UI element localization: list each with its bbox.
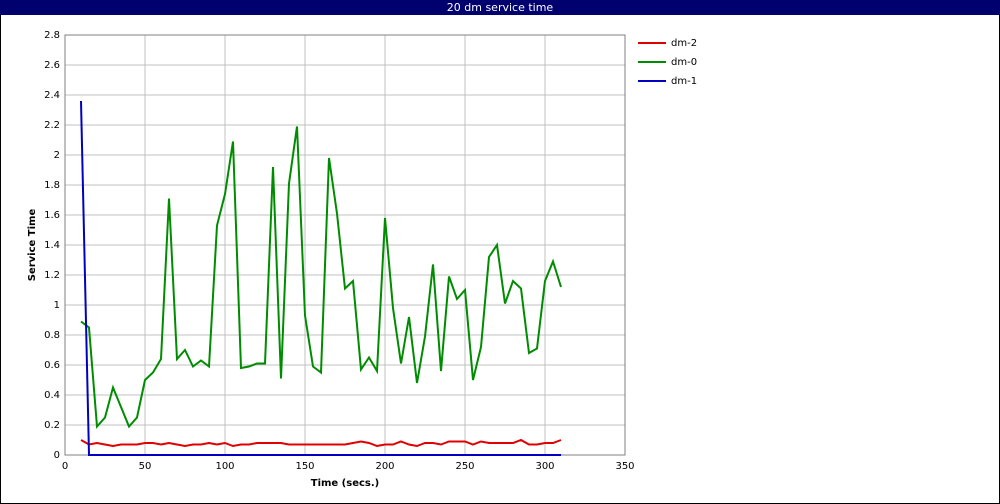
y-tick-label: 2.2 (44, 120, 60, 131)
series-line (80, 126, 562, 429)
x-tick-label: 0 (62, 461, 68, 472)
x-tick-label: 350 (615, 461, 634, 472)
series-line (80, 100, 561, 456)
title-bar (0, 0, 1000, 15)
y-tick-label: 2.4 (44, 90, 60, 101)
x-tick-label: 150 (295, 461, 314, 472)
x-tick-label: 50 (139, 461, 152, 472)
y-tick-label: 1 (54, 300, 60, 311)
legend-label: dm-0 (671, 57, 697, 68)
y-tick-label: 2.6 (44, 60, 60, 71)
y-tick-label: 2 (54, 150, 60, 161)
series-line (80, 438, 562, 448)
chart-title: 20 dm service time (447, 1, 554, 14)
y-tick-label: 0.2 (44, 420, 60, 431)
y-tick-label: 1.6 (44, 210, 60, 221)
y-tick-label: 0.4 (44, 390, 60, 401)
x-tick-label: 100 (215, 461, 234, 472)
x-tick-label: 250 (455, 461, 474, 472)
y-tick-label: 2.8 (44, 30, 60, 41)
legend-label: dm-2 (671, 38, 697, 49)
y-tick-label: 0.8 (44, 330, 60, 341)
x-axis-label: Time (secs.) (311, 478, 380, 489)
y-axis-label: Service Time (27, 209, 38, 282)
y-tick-label: 1.8 (44, 180, 60, 191)
y-tick-label: 0 (54, 450, 60, 461)
legend-label: dm-1 (671, 76, 697, 87)
y-tick-label: 1.4 (44, 240, 60, 251)
x-tick-label: 200 (375, 461, 394, 472)
y-tick-label: 0.6 (44, 360, 60, 371)
y-tick-label: 1.2 (44, 270, 60, 281)
x-tick-label: 300 (535, 461, 554, 472)
